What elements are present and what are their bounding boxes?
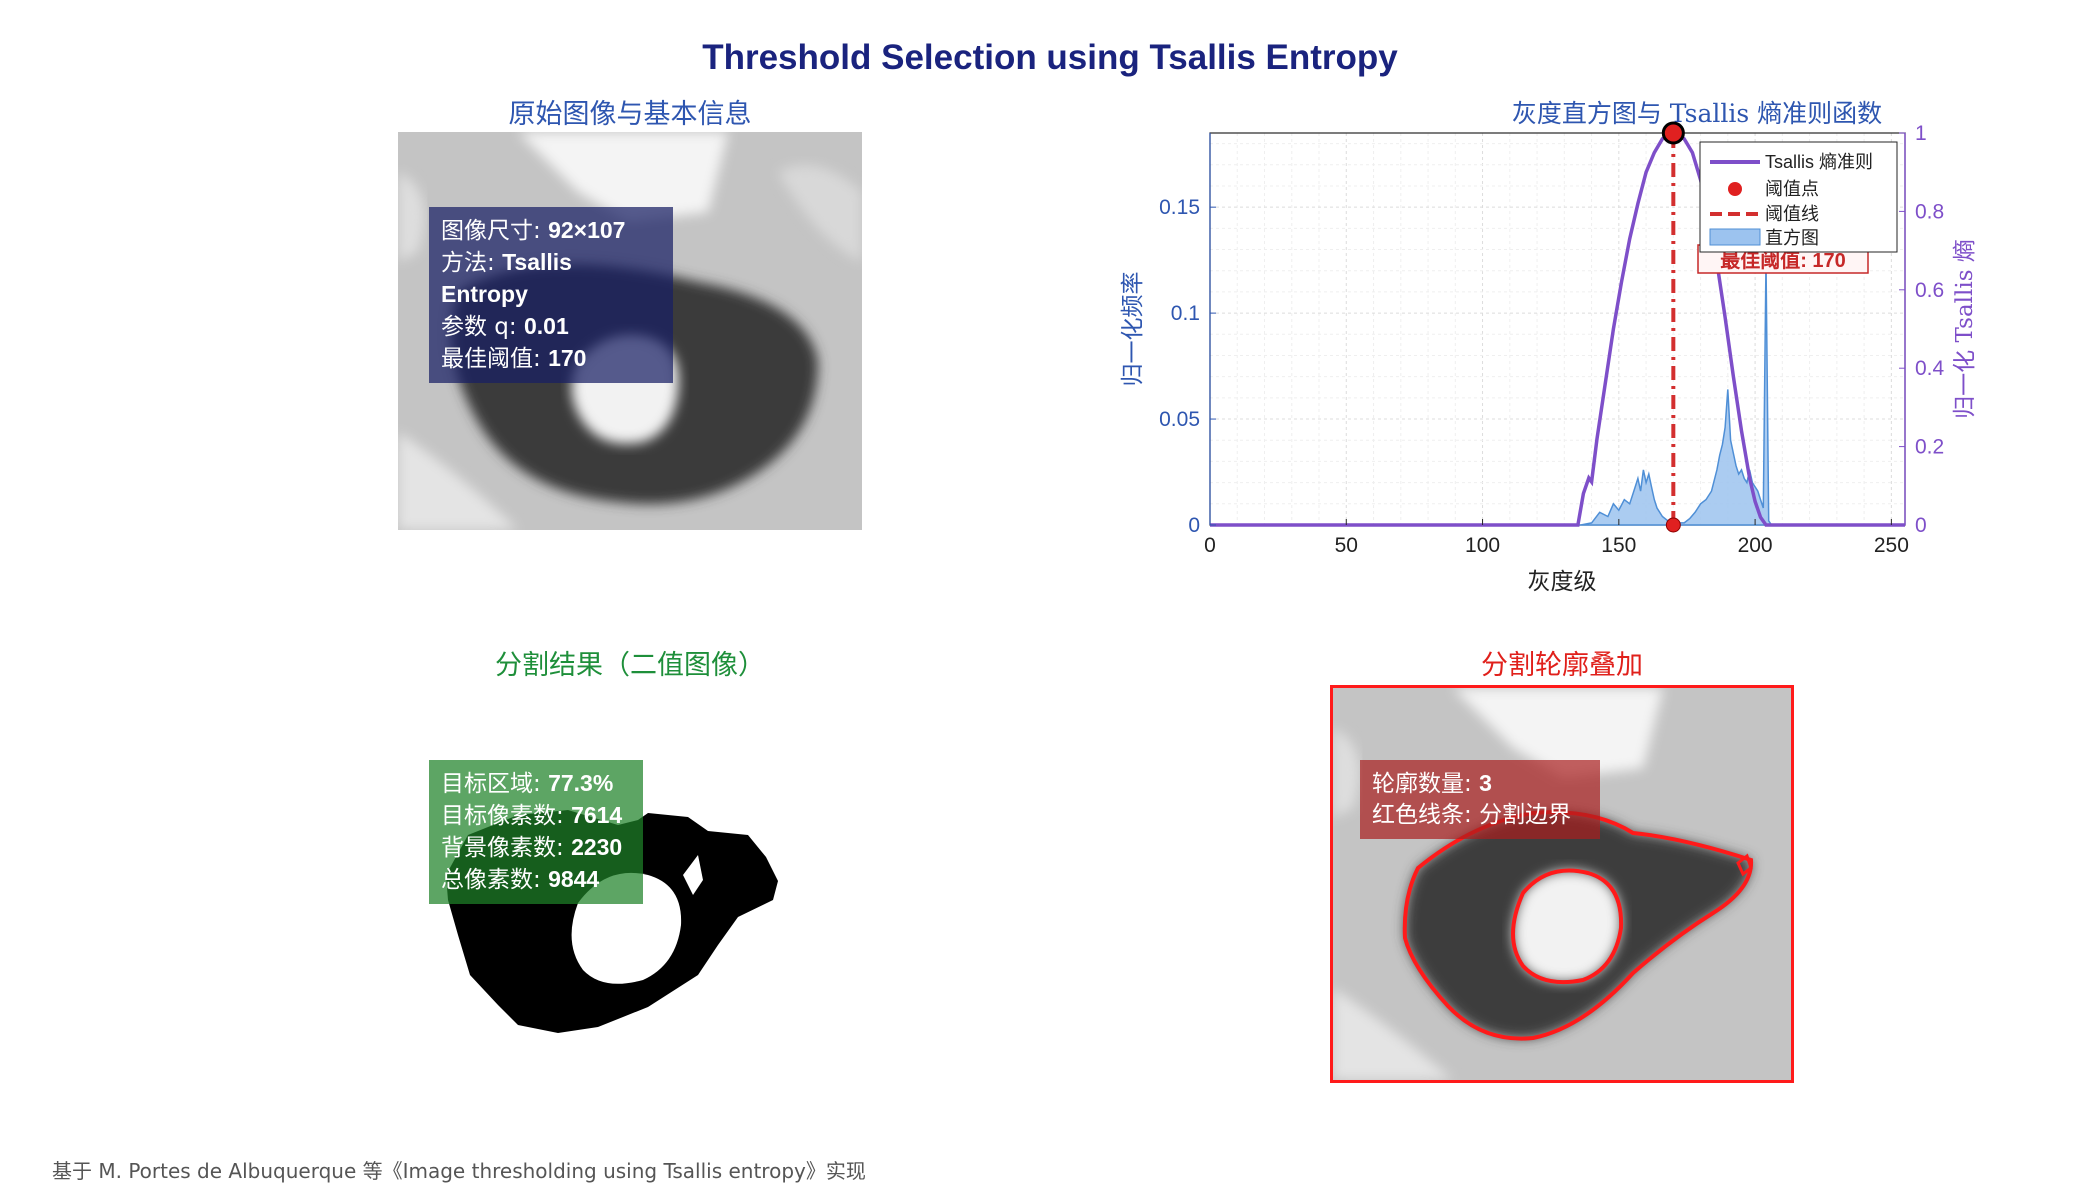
- info-line-method: 方法: Tsallis Entropy: [441, 247, 661, 311]
- x-tick-label: 0: [1204, 534, 1216, 557]
- info-value: 分割边界: [1479, 802, 1572, 828]
- x-axis-label: 灰度级: [1528, 569, 1597, 595]
- original-panel-title: 原始图像与基本信息: [508, 99, 752, 130]
- legend-label-hist: 直方图: [1765, 228, 1819, 248]
- x-tick-label: 150: [1601, 534, 1636, 557]
- legend-label-point: 阈值点: [1765, 179, 1819, 199]
- entropy-peak-marker: [1661, 121, 1685, 145]
- binary-notch: [683, 855, 703, 895]
- info-label: 最佳阈值:: [441, 346, 549, 372]
- info-label: 红色线条:: [1372, 802, 1480, 828]
- y-tick-label: 0: [1188, 514, 1200, 537]
- x-tick-label: 200: [1738, 534, 1773, 557]
- y2-tick-label: 1: [1915, 122, 1927, 145]
- info-label: 背景像素数:: [441, 835, 572, 861]
- overlay-image-picture: [1333, 688, 1791, 1080]
- info-line-area: 目标区域: 77.3%: [441, 768, 631, 800]
- info-label: 目标区域:: [441, 771, 549, 797]
- figure-title: Threshold Selection using Tsallis Entrop…: [702, 38, 1398, 77]
- y-tick-label: 0.15: [1159, 196, 1200, 219]
- small-contour: [1736, 853, 1753, 877]
- legend-swatch-point: [1728, 182, 1742, 196]
- x-tick-label: 250: [1874, 534, 1909, 557]
- threshold-point: [1665, 517, 1681, 533]
- original-info-box: 图像尺寸: 92×107 方法: Tsallis Entropy 参数 q: 0…: [429, 207, 673, 383]
- binary-info-box: 目标区域: 77.3% 目标像素数: 7614 背景像素数: 2230 总像素数…: [429, 760, 643, 904]
- footnote: 基于 M. Portes de Albuquerque 等《Image thre…: [52, 1159, 866, 1183]
- y2-tick-label: 0.4: [1915, 357, 1945, 380]
- legend: Tsallis 熵准则 阈值点 阈值线 直方图: [1699, 141, 1898, 253]
- legend-swatch-hist: [1709, 228, 1761, 246]
- legend-label-line: 阈值线: [1765, 204, 1819, 224]
- histogram-chart: 灰度直方图与 Tsallis 熵准则函数 0 50 100 150 200 250 0 0.…: [1120, 99, 1978, 595]
- info-value: 170: [548, 345, 587, 371]
- y2-tick-label: 0.8: [1915, 200, 1944, 223]
- info-label: 总像素数:: [441, 867, 549, 893]
- info-label: 参数 q:: [441, 314, 524, 340]
- info-label: 轮廓数量:: [1372, 771, 1480, 797]
- y2-axis-ticks: 0 0.2 0.4 0.6 0.8 1: [1899, 122, 1945, 537]
- info-label: 目标像素数:: [441, 803, 572, 829]
- x-tick-label: 50: [1335, 534, 1358, 557]
- y-tick-label: 0.05: [1159, 408, 1200, 431]
- info-line-background: 背景像素数: 2230: [441, 832, 631, 864]
- y2-tick-label: 0: [1915, 514, 1927, 537]
- y-tick-label: 0.1: [1171, 302, 1200, 325]
- info-line-target: 目标像素数: 7614: [441, 800, 631, 832]
- info-line-q: 参数 q: 0.01: [441, 311, 661, 343]
- y2-tick-label: 0.6: [1915, 279, 1944, 302]
- chart-title: 灰度直方图与 Tsallis 熵准则函数: [1512, 99, 1882, 128]
- histogram-area: [1210, 260, 1905, 526]
- info-value: 92×107: [548, 217, 626, 243]
- info-value: 7614: [571, 802, 623, 828]
- x-axis-ticks: 0 50 100 150 200 250: [1204, 519, 1909, 557]
- info-label: 图像尺寸:: [441, 218, 549, 244]
- info-line-size: 图像尺寸: 92×107: [441, 215, 661, 247]
- legend-label-entropy: Tsallis 熵准则: [1765, 152, 1873, 172]
- info-value: 77.3%: [548, 770, 614, 796]
- y2-axis-label: 归一化 Tsallis 熵: [1952, 239, 1978, 419]
- inner-contour: [1511, 868, 1624, 985]
- info-line-total: 总像素数: 9844: [441, 864, 631, 896]
- grid: [1210, 133, 1905, 525]
- info-label: 方法:: [441, 250, 503, 276]
- overlay-image: [1330, 685, 1794, 1083]
- info-value: 9844: [548, 866, 600, 892]
- info-value: 3: [1479, 770, 1492, 796]
- overlay-info-box: 轮廓数量: 3 红色线条: 分割边界: [1360, 760, 1600, 839]
- binary-panel-title: 分割结果（二值图像）: [495, 650, 765, 681]
- y-axis-ticks: 0 0.05 0.1 0.15: [1159, 196, 1216, 537]
- x-tick-label: 100: [1465, 534, 1500, 557]
- info-value: Tsallis Entropy: [441, 249, 572, 307]
- info-line-contours: 轮廓数量: 3: [1372, 768, 1588, 800]
- y2-tick-label: 0.2: [1915, 436, 1944, 459]
- info-line-threshold: 最佳阈值: 170: [441, 343, 661, 375]
- info-value: 2230: [571, 834, 623, 860]
- overlay-panel-title: 分割轮廓叠加: [1481, 650, 1643, 681]
- info-line-lines: 红色线条: 分割边界: [1372, 800, 1588, 831]
- y-axis-label: 归一化频率: [1120, 272, 1146, 387]
- histogram-series: [1210, 260, 1905, 526]
- info-value: 0.01: [523, 313, 569, 339]
- threshold-series: [1661, 121, 1685, 533]
